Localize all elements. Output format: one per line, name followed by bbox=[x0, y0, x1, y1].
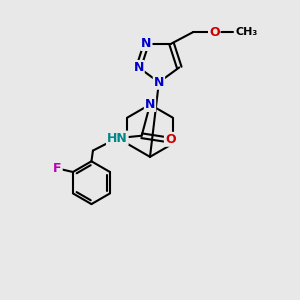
Text: N: N bbox=[134, 61, 144, 74]
Text: CH₃: CH₃ bbox=[235, 27, 257, 37]
Text: HN: HN bbox=[107, 132, 128, 145]
Text: N: N bbox=[154, 76, 164, 89]
Text: N: N bbox=[145, 98, 155, 111]
Text: O: O bbox=[165, 133, 175, 146]
Text: O: O bbox=[209, 26, 220, 39]
Text: F: F bbox=[53, 162, 62, 175]
Text: N: N bbox=[141, 37, 152, 50]
